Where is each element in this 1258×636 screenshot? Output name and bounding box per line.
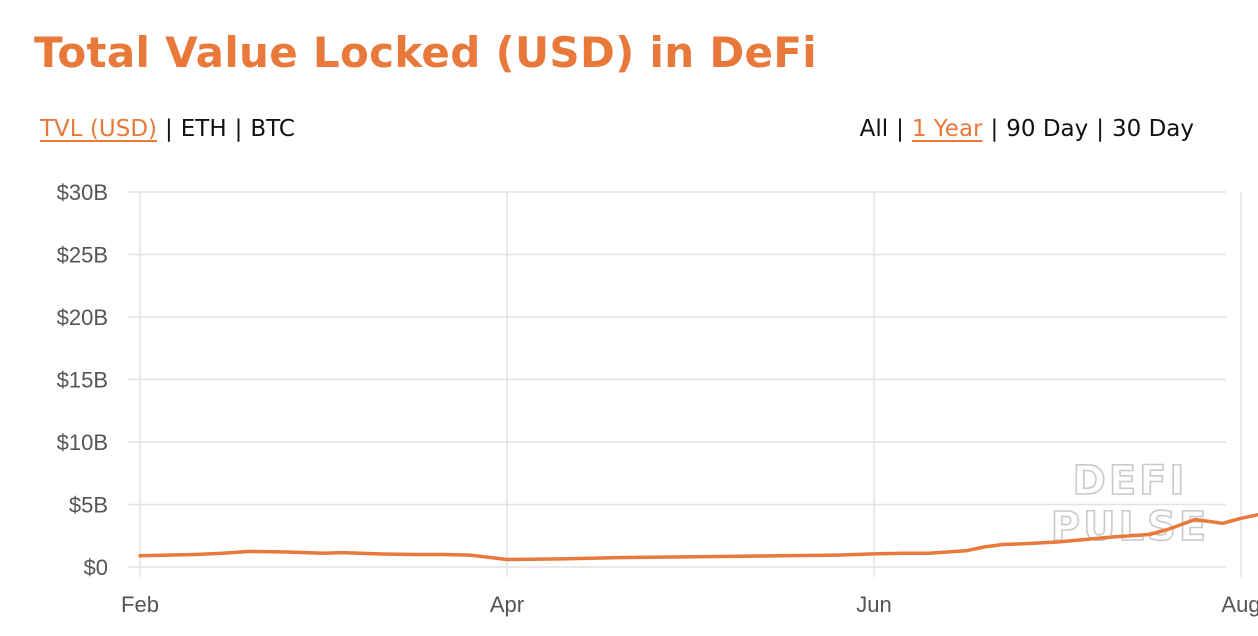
separator: | <box>234 116 243 142</box>
y-tick-label: $5B <box>69 493 108 518</box>
x-tick-label: Aug <box>1221 592 1258 617</box>
separator: | <box>165 116 173 142</box>
watermark: DEFI PULSE <box>1050 457 1209 551</box>
axis-labels: $0$5B$10B$15B$20B$25B$30BFebAprJunAugOct… <box>57 180 1258 617</box>
grid-layer <box>128 191 1242 577</box>
y-tick-label: $25B <box>57 243 108 268</box>
tab-eth[interactable]: ETH <box>180 116 227 142</box>
x-tick-label: Feb <box>121 592 159 617</box>
y-tick-label: $10B <box>57 430 108 455</box>
metric-toggle-group: TVL (USD) | ETH | BTC <box>40 116 295 142</box>
tvl-line-chart: $0$5B$10B$15B$20B$25B$30BFebAprJunAugOct… <box>57 180 1258 617</box>
separator: | <box>1096 116 1104 142</box>
y-tick-label: $20B <box>57 305 108 330</box>
watermark-line-2: PULSE <box>1051 504 1209 550</box>
y-tick-label: $15B <box>57 368 108 393</box>
range-1-year[interactable]: 1 Year <box>911 116 983 142</box>
y-tick-label: $0 <box>84 555 108 580</box>
range-90-day[interactable]: 90 Day <box>1006 116 1089 142</box>
x-tick-label: Jun <box>856 592 891 617</box>
watermark-line-1: DEFI <box>1073 458 1188 504</box>
range-all[interactable]: All <box>859 116 889 142</box>
range-toggle-group: All | 1 Year | 90 Day | 30 Day <box>860 116 1194 142</box>
range-30-day[interactable]: 30 Day <box>1112 116 1194 142</box>
tab-btc[interactable]: BTC <box>250 116 295 142</box>
y-tick-label: $30B <box>57 180 108 205</box>
tvl-series-line <box>138 512 1258 562</box>
x-tick-label: Apr <box>490 592 524 617</box>
page-title: Total Value Locked (USD) in DeFi <box>34 28 817 77</box>
tab-tvl-usd[interactable]: TVL (USD) <box>40 116 157 142</box>
separator: | <box>896 116 904 142</box>
separator: | <box>990 116 999 142</box>
